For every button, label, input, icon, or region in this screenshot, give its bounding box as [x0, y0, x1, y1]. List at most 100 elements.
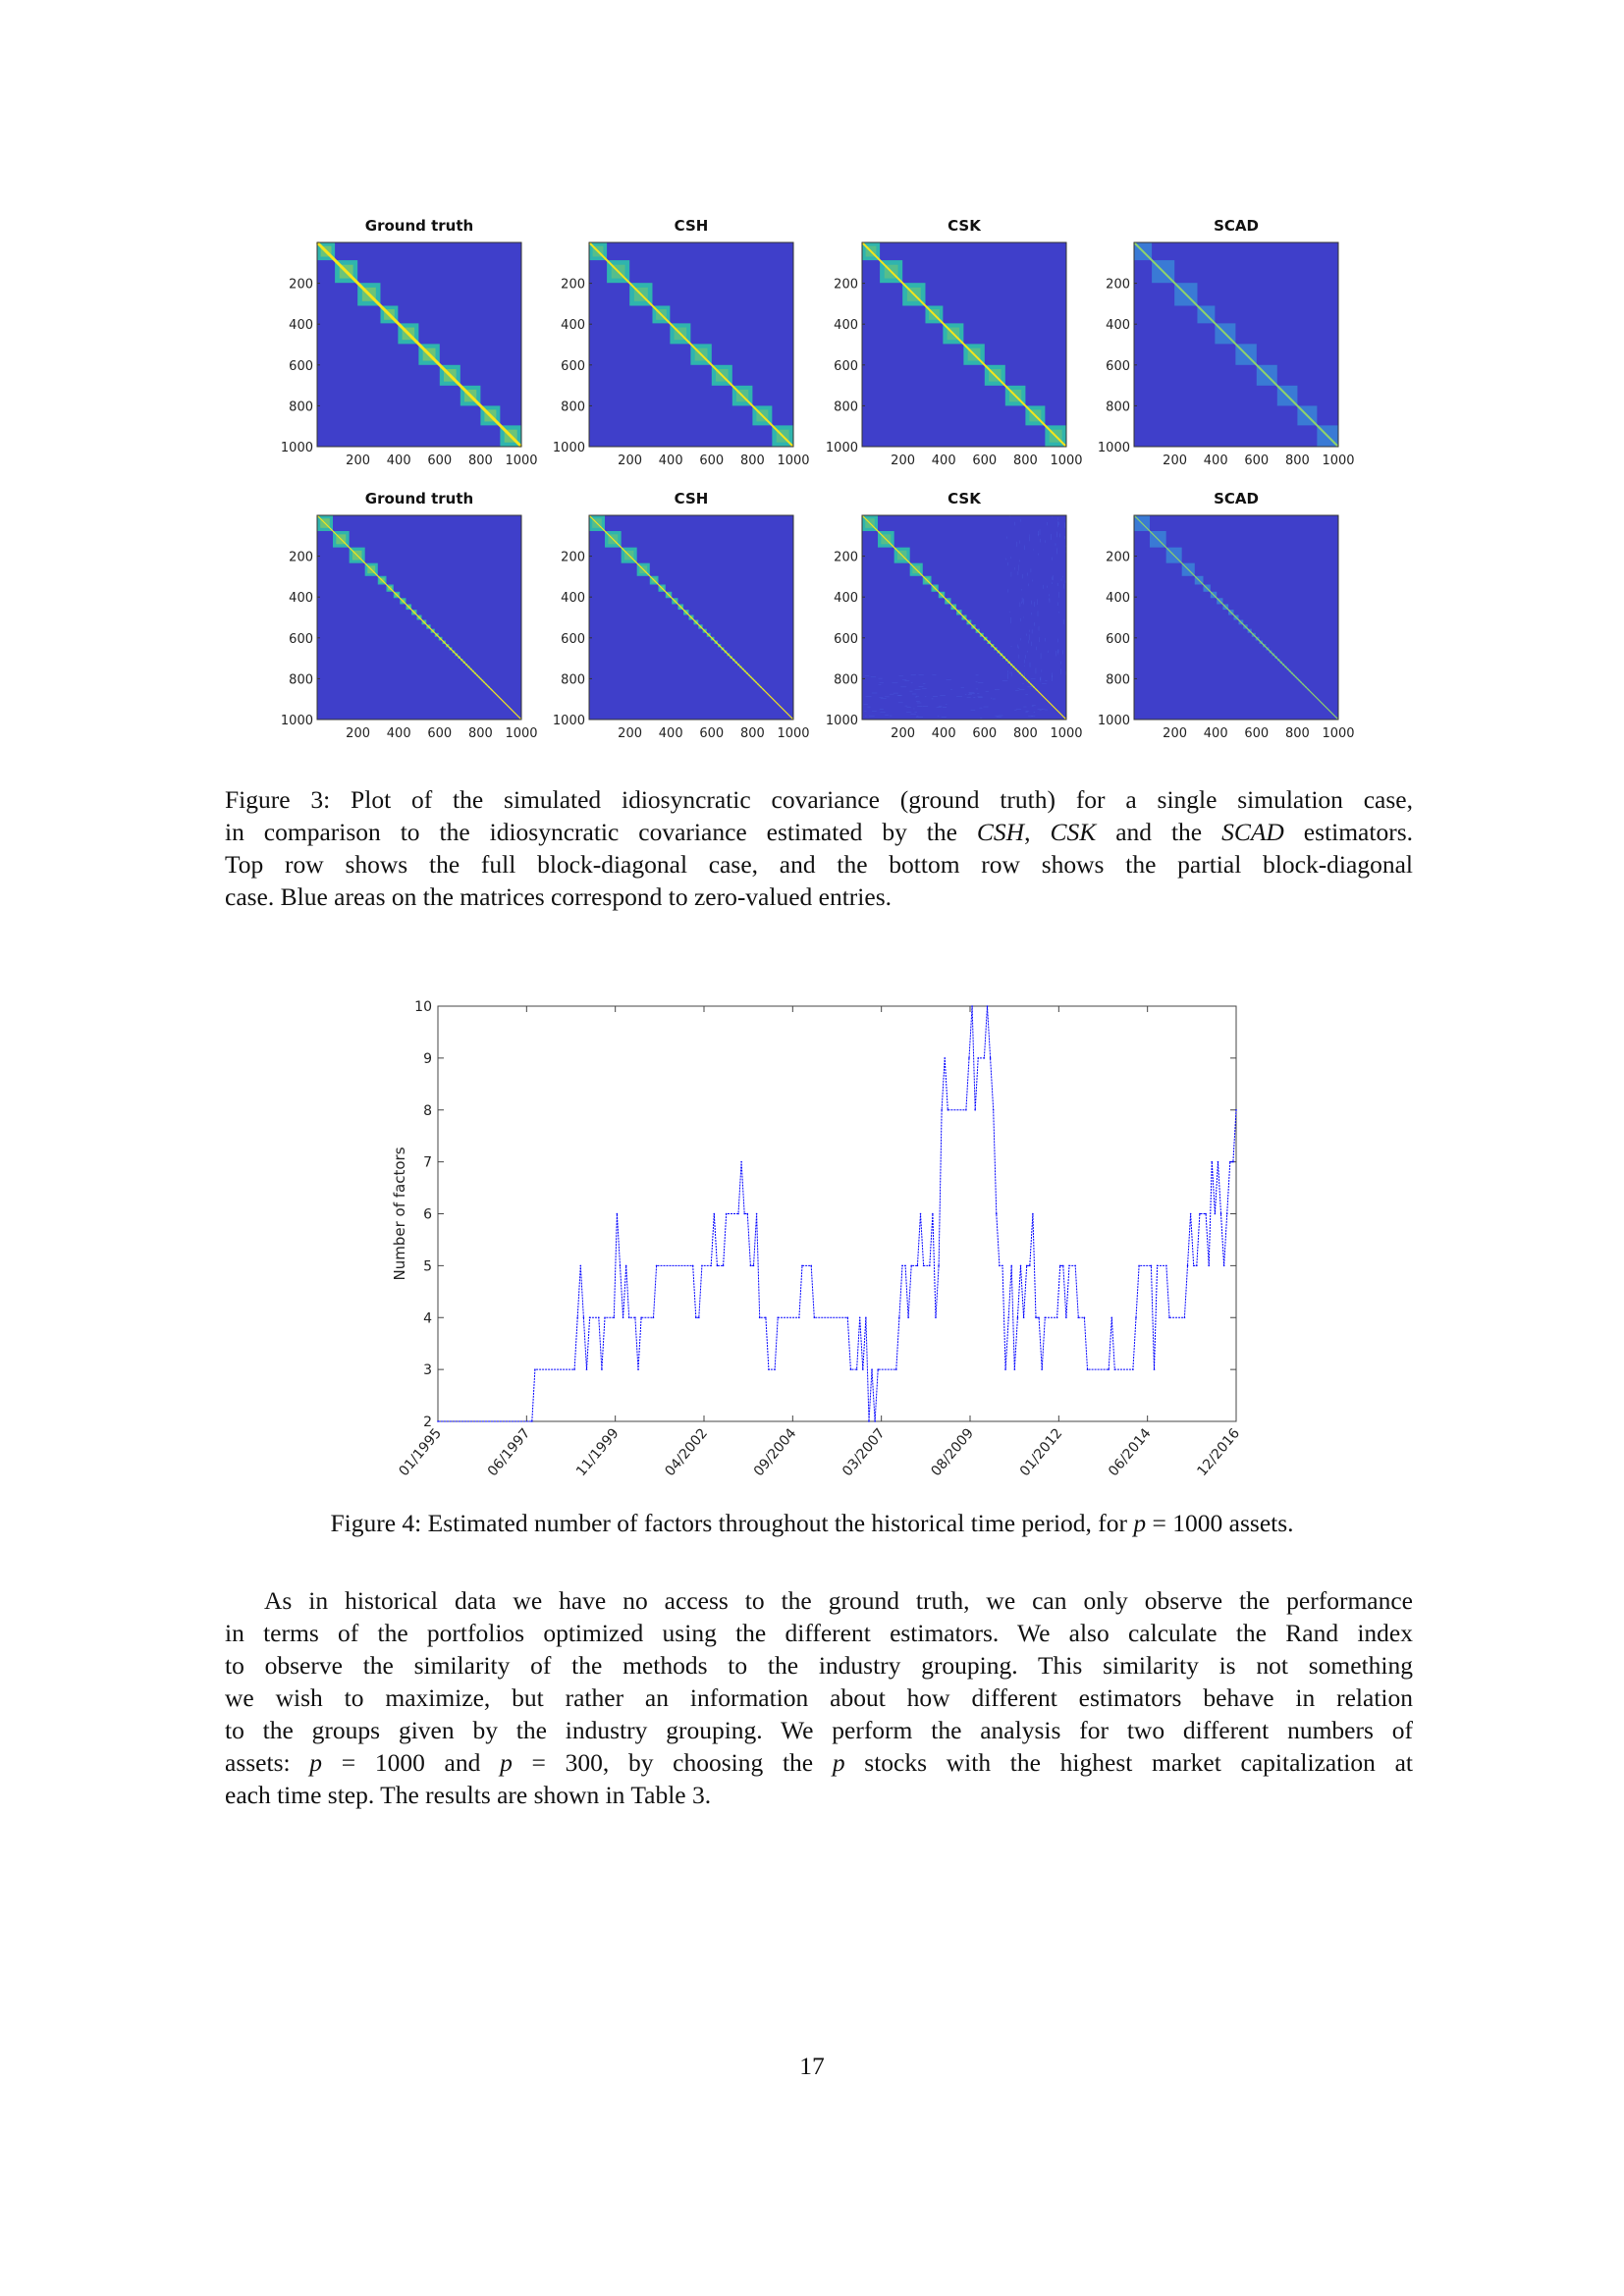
data-point [868, 1420, 870, 1422]
data-point [698, 1316, 700, 1318]
paragraph-math: p [309, 1748, 322, 1777]
paragraph-line: we wish to maximize, but rather an infor… [225, 1682, 1413, 1714]
data-point [996, 1213, 998, 1215]
data-point [974, 1109, 976, 1111]
y-tick-label: 5 [423, 1258, 432, 1274]
data-point [877, 1368, 879, 1370]
data-point [977, 1057, 979, 1059]
data-point [1235, 1109, 1237, 1111]
data-point [814, 1316, 816, 1318]
data-point [598, 1316, 600, 1318]
data-point [929, 1265, 931, 1267]
data-point [1035, 1316, 1037, 1318]
data-point [1044, 1316, 1046, 1318]
data-point [1108, 1368, 1110, 1370]
data-point [750, 1265, 752, 1267]
paragraph-math: p [500, 1748, 513, 1777]
data-point [1205, 1213, 1207, 1215]
data-point [801, 1265, 803, 1267]
data-point [768, 1368, 770, 1370]
data-point [640, 1316, 642, 1318]
data-point [726, 1213, 728, 1215]
data-point [656, 1265, 658, 1267]
x-tick-label: 12/2016 [1194, 1425, 1243, 1479]
x-tick-label: 01/2012 [1017, 1425, 1066, 1479]
data-point [920, 1213, 922, 1215]
data-point [695, 1316, 697, 1318]
data-point [999, 1265, 1001, 1267]
data-point [941, 1109, 943, 1111]
data-point [1068, 1265, 1070, 1267]
data-point [1187, 1265, 1189, 1267]
data-point [589, 1316, 591, 1318]
data-point [1114, 1368, 1116, 1370]
data-point [856, 1368, 858, 1370]
paragraph-line: As in historical data we have no access … [225, 1584, 1413, 1617]
data-point [1226, 1213, 1228, 1215]
data-point [865, 1316, 867, 1318]
data-point [935, 1316, 937, 1318]
y-tick-label: 10 [414, 999, 432, 1015]
data-point [1196, 1265, 1198, 1267]
y-tick-label: 8 [423, 1103, 432, 1119]
data-point [628, 1316, 630, 1318]
data-point [947, 1109, 949, 1111]
data-point [1087, 1368, 1089, 1370]
paragraph-text: assets: [225, 1748, 309, 1777]
data-point [798, 1316, 800, 1318]
data-point [904, 1265, 906, 1267]
data-point [573, 1368, 575, 1370]
data-point [932, 1213, 934, 1215]
data-point [1157, 1265, 1159, 1267]
data-point [1151, 1265, 1153, 1267]
y-tick-label: 4 [423, 1310, 432, 1326]
data-point [1220, 1213, 1222, 1215]
y-axis-label: Number of factors [391, 1147, 408, 1280]
data-point [984, 1057, 986, 1059]
page-number: 17 [0, 2052, 1624, 2081]
data-point [1132, 1368, 1134, 1370]
data-point [777, 1316, 779, 1318]
data-point [1020, 1265, 1022, 1267]
data-point [1001, 1265, 1003, 1267]
data-point [774, 1368, 776, 1370]
data-point [714, 1213, 716, 1215]
plot-area [438, 1006, 1236, 1421]
paragraph-text: = 1000 and [322, 1748, 500, 1777]
data-point [617, 1213, 619, 1215]
data-point [743, 1213, 745, 1215]
data-point [613, 1316, 615, 1318]
data-point [1154, 1368, 1156, 1370]
data-point [1059, 1265, 1061, 1267]
data-point [723, 1265, 725, 1267]
data-point [993, 1109, 995, 1111]
x-tick-label: 08/2009 [928, 1425, 977, 1479]
y-tick-label: 7 [423, 1155, 432, 1171]
data-point [1190, 1213, 1192, 1215]
data-point [1223, 1265, 1225, 1267]
data-point [710, 1265, 712, 1267]
data-point [717, 1265, 719, 1267]
data-point [637, 1368, 639, 1370]
data-point [753, 1265, 755, 1267]
paragraph-text: stocks with the highest market capitaliz… [845, 1748, 1413, 1777]
data-point [623, 1316, 624, 1318]
paragraph-line: each time step. The results are shown in… [225, 1779, 1413, 1811]
data-point [910, 1265, 912, 1267]
data-point [1211, 1161, 1213, 1163]
data-point [737, 1213, 739, 1215]
data-point [740, 1161, 742, 1163]
data-point [1065, 1316, 1067, 1318]
data-point [1165, 1265, 1167, 1267]
data-point [1032, 1213, 1034, 1215]
data-point [576, 1316, 578, 1318]
data-point [1208, 1265, 1210, 1267]
data-point [901, 1265, 903, 1267]
data-point [701, 1265, 703, 1267]
data-point [859, 1316, 861, 1318]
data-point [987, 1005, 989, 1007]
y-tick-label: 6 [423, 1207, 432, 1223]
data-point [971, 1005, 973, 1007]
data-point [692, 1265, 694, 1267]
caption-text: = 1000 assets. [1146, 1509, 1293, 1537]
